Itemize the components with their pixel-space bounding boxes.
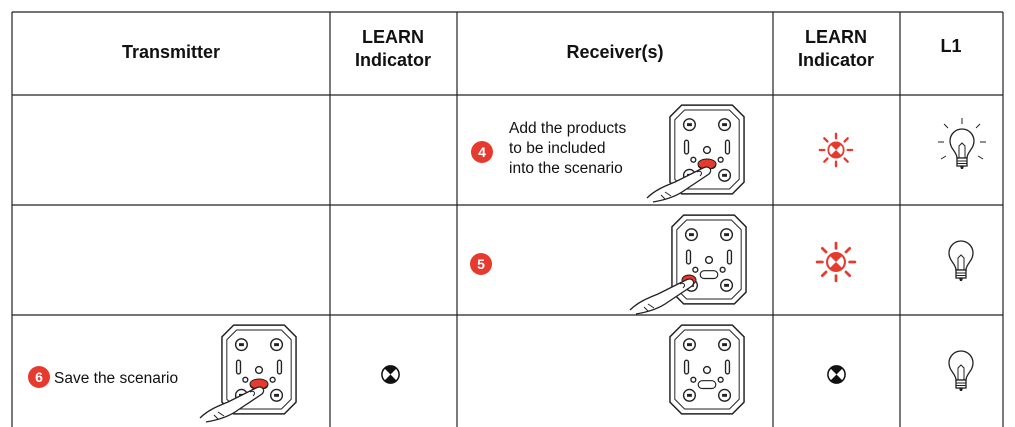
table-grid [11,11,1004,427]
step-number: 4 [478,144,486,160]
header-cell: Transmitter [122,42,220,62]
learn-indicator [381,365,400,384]
step-number: 6 [35,369,43,385]
step-text: Add the products [509,120,626,137]
receiver-device [669,324,745,415]
step-text: into the scenario [509,160,623,177]
step-badge [28,366,50,388]
step-number: 5 [477,256,485,272]
bulb-off [948,350,974,392]
learn-indicator-flashing [818,132,854,168]
header-cell: Receiver(s) [566,42,663,62]
step-text: Save the scenario [54,370,178,387]
step-text: to be included [509,140,606,157]
step-badge [470,253,492,275]
header-cell: L1 [940,36,961,56]
header-cell: Indicator [355,50,431,70]
header-cell: LEARN [805,27,867,47]
learn-indicator [827,365,846,384]
bulb-rays [938,118,986,160]
header-cell: Indicator [798,50,874,70]
bulb-on [949,128,975,170]
learn-indicator-flashing [815,241,857,283]
step-badge [471,141,493,163]
bulb-off [948,240,974,282]
header-cell: LEARN [362,27,424,47]
